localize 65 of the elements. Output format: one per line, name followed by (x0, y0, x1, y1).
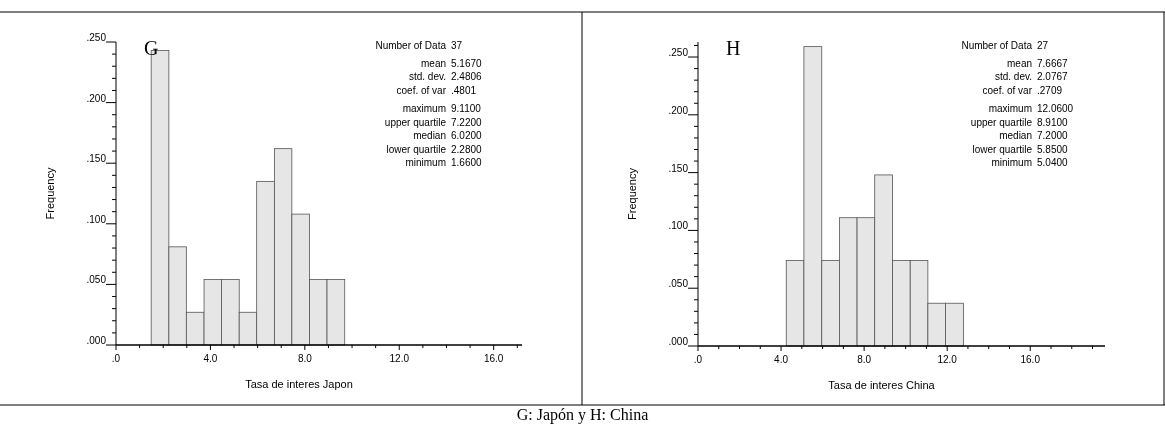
annotation: coef. of var (396, 84, 447, 96)
annotation: 5.0400 (1037, 157, 1069, 168)
annotation: Number of Data (375, 40, 447, 51)
annotation: 37 (451, 40, 463, 51)
annotation: 7.2000 (1037, 130, 1069, 141)
annotation: median (999, 130, 1032, 141)
y-tick-label: .250 (668, 47, 689, 59)
annotation: maximum (402, 103, 446, 114)
x-tick-label: 8.0 (297, 353, 313, 364)
annotation: std. dev. (994, 71, 1032, 82)
annotation: coef. of var (982, 84, 1033, 96)
annotation: Number of Data (961, 40, 1033, 51)
y-axis-title: Frequency (44, 167, 56, 220)
annotation: .4801 (451, 84, 477, 96)
annotation: upper quartile (970, 116, 1033, 128)
y-tick-label: .100 (86, 213, 107, 225)
x-tick-label: 8.0 (857, 354, 872, 365)
x-tick-label: 4.0 (774, 354, 789, 365)
annotation: mean (420, 57, 446, 69)
x-tick-label: .0 (693, 354, 703, 365)
text: G: Japón y H: China (516, 406, 649, 424)
annotation: lower quartile (972, 143, 1033, 155)
y-tick-label: .250 (86, 32, 107, 43)
annotation: 12.0600 (1037, 103, 1074, 114)
annotation: mean (1006, 57, 1032, 69)
x-tick-label: 4.0 (203, 353, 218, 364)
annotation: minimum (991, 157, 1032, 168)
x-tick-label: 12.0 (389, 353, 410, 364)
annotation: 6.0200 (451, 130, 483, 141)
annotation: 1.6600 (451, 157, 483, 168)
annotation: 7.6667 (1037, 57, 1069, 69)
annotation: maximum (988, 103, 1032, 114)
annotation: median (413, 130, 446, 141)
annotation: 2.0767 (1037, 71, 1069, 82)
x-tick-label: 16.0 (483, 353, 504, 364)
y-axis-title: Frequency (626, 167, 638, 220)
y-tick-label: .050 (668, 278, 689, 290)
x-axis-title: Tasa de interes Japon (245, 378, 353, 390)
annotation: .2709 (1037, 84, 1063, 96)
x-tick-label: .0 (111, 353, 121, 364)
y-tick-label: .000 (86, 335, 107, 346)
annotation: 5.8500 (1037, 143, 1069, 155)
annotation: 9.1100 (451, 103, 482, 114)
y-tick-label: .050 (86, 274, 107, 286)
y-tick-label: .150 (668, 162, 689, 174)
y-tick-label: .150 (86, 153, 107, 165)
chart-title: H (726, 37, 741, 59)
annotation: upper quartile (384, 116, 447, 128)
annotation: 2.2800 (451, 143, 483, 155)
annotation: minimum (405, 157, 446, 168)
annotation: std. dev. (408, 71, 446, 82)
annotation: 7.2200 (451, 116, 483, 128)
annotation: 5.1670 (451, 57, 483, 69)
y-tick-label: .100 (668, 220, 689, 232)
chart-title: G (144, 37, 159, 59)
annotation: 2.4806 (451, 71, 483, 82)
x-axis-title: Tasa de interes China (828, 379, 936, 391)
y-tick-label: .200 (668, 104, 689, 116)
x-tick-label: 16.0 (1020, 354, 1041, 365)
annotation: lower quartile (386, 143, 447, 155)
annotation: 27 (1037, 40, 1049, 51)
y-tick-label: .000 (668, 336, 689, 347)
y-tick-label: .200 (86, 92, 107, 104)
x-tick-label: 12.0 (937, 354, 958, 365)
annotation: 8.9100 (1037, 116, 1069, 128)
